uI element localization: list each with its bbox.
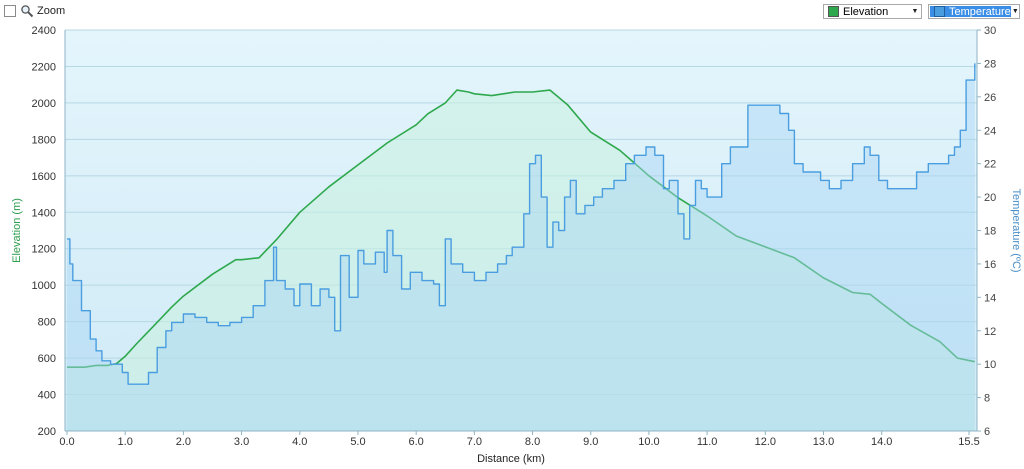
y-left-tick-label: 1800 [32,134,56,146]
elevation-area [67,90,975,431]
chevron-down-icon[interactable]: ▼ [911,8,919,15]
y-left-tick-label: 800 [38,317,56,329]
y-right-tick-label: 22 [984,159,996,171]
x-tick-label: 8.0 [525,436,540,448]
elevation-series-select[interactable]: Elevation ▼ [823,4,922,19]
elevation-line[interactable] [67,89,975,368]
zoom-control[interactable]: Zoom [4,4,65,18]
y-left-tick-label: 1600 [32,171,56,183]
y-right-tick-label: 6 [984,426,990,438]
y-right-tick-label: 14 [984,292,996,304]
y-left-tick-label: 2000 [32,98,56,110]
y-right-tick-label: 10 [984,359,996,371]
x-tick-label: 10.0 [638,436,659,448]
x-tick-label: 3.0 [234,436,249,448]
x-tick-label: 15.5 [958,436,979,448]
y-left-tick-label: 1000 [32,280,56,292]
axes: 200 400 600 800 1000 1200 1400 1600 1800 2000 2200… [11,25,1022,465]
magnifier-icon [21,5,34,18]
x-tick-label: 4.0 [292,436,307,448]
temperature-swatch-icon [934,6,945,17]
temperature-line[interactable] [67,63,976,385]
elevation-swatch-icon [828,6,839,17]
x-tick-label: 12.0 [755,436,776,448]
y-left-axis-title: Elevation (m) [11,198,23,263]
y-right-tick-label: 12 [984,326,996,338]
y-left-tick-label: 600 [38,353,56,365]
x-tick-label: 14.0 [871,436,892,448]
zoom-label: Zoom [37,5,66,17]
temperature-series-select[interactable]: Temperature ▼ [928,4,1020,19]
chart-toolbar: Zoom Elevation ▼ Temperature ▼ [0,0,1024,24]
x-tick-label: 13.0 [813,436,834,448]
y-right-tick-label: 30 [984,25,996,37]
y-right-tick-label: 8 [984,393,990,405]
y-right-axis-title: Temperature (ºC) [1010,188,1022,272]
y-left-tick-label: 1200 [32,244,56,256]
series-layer [67,63,976,432]
zoom-checkbox[interactable] [4,5,16,17]
x-axis-title: Distance (km) [477,453,545,465]
y-right-tick-label: 26 [984,92,996,104]
x-tick-label: 11.0 [697,436,718,448]
y-right-tick-label: 24 [984,125,996,137]
x-tick-label: 7.0 [467,436,482,448]
y-left-tick-label: 200 [38,426,56,438]
y-right-tick-label: 20 [984,192,996,204]
chevron-down-icon[interactable]: ▼ [1011,8,1019,15]
elevation-select-label: Elevation [843,5,889,18]
y-left-tick-label: 2400 [32,25,56,37]
x-tick-label: 0.0 [59,436,74,448]
y-right-tick-label: 18 [984,226,996,238]
x-tick-label: 9.0 [583,436,598,448]
x-tick-label: 6.0 [409,436,424,448]
y-left-tick-label: 2200 [32,61,56,73]
y-right-tick-label: 28 [984,58,996,70]
temperature-select-label: Temperature [949,5,1011,18]
x-tick-label: 1.0 [118,436,133,448]
y-right-tick-label: 16 [984,259,996,271]
x-tick-label: 2.0 [176,436,191,448]
x-tick-label: 5.0 [350,436,365,448]
y-left-tick-label: 400 [38,390,56,402]
y-left-tick-label: 1400 [32,207,56,219]
